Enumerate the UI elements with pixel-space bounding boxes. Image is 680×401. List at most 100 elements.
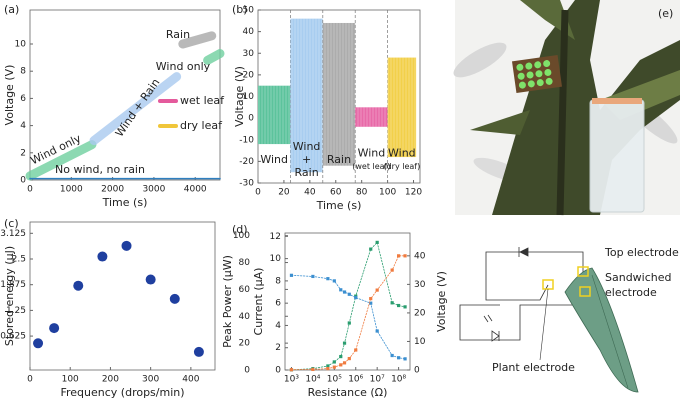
callout-label: Top electrode bbox=[604, 246, 679, 259]
plot-frame bbox=[284, 232, 411, 371]
point bbox=[326, 277, 330, 281]
signal-texture bbox=[258, 85, 291, 145]
point bbox=[121, 240, 132, 251]
point bbox=[73, 280, 84, 291]
point bbox=[339, 363, 343, 367]
point bbox=[326, 364, 330, 368]
y-tick-label: 100 bbox=[233, 231, 250, 241]
series-line bbox=[25, 140, 97, 181]
y-axis-label: Stored energy (μJ) bbox=[3, 246, 16, 346]
y-tick-label: -20 bbox=[239, 157, 254, 167]
point bbox=[49, 323, 60, 334]
signal-texture bbox=[290, 18, 323, 173]
x-tick-label: 10³ bbox=[284, 375, 299, 385]
series-label: Rain bbox=[166, 28, 190, 41]
x-axis-label: Time (s) bbox=[316, 199, 362, 212]
y-tick-label: 60 bbox=[239, 285, 251, 295]
y-tick-label: 10 bbox=[15, 40, 27, 50]
point bbox=[311, 367, 315, 372]
leaf bbox=[453, 42, 507, 78]
y-tick-label: 20 bbox=[414, 308, 426, 318]
callout-label: Sandwiched bbox=[605, 271, 672, 284]
y-tick-label: 0 bbox=[244, 366, 250, 376]
y-tick-label: 0 bbox=[248, 114, 254, 124]
x-tick-label: 1000 bbox=[60, 185, 83, 195]
y-tick-label: -30 bbox=[239, 179, 254, 189]
point bbox=[342, 341, 347, 345]
point bbox=[347, 321, 351, 325]
x-tick-label: 20 bbox=[278, 188, 290, 198]
y-axis-label: Voltage (V) bbox=[435, 271, 448, 332]
y-axis-label: Current (μA) bbox=[252, 268, 265, 336]
y-tick-label: 10 bbox=[414, 337, 426, 347]
point bbox=[397, 356, 401, 360]
point bbox=[332, 279, 336, 283]
series-label: Wind bbox=[358, 147, 386, 160]
bag-tape bbox=[592, 98, 642, 104]
x-tick-label: 0 bbox=[27, 185, 33, 195]
sandwiched-electrode-box bbox=[579, 286, 591, 297]
leaf bbox=[470, 110, 530, 135]
point bbox=[342, 290, 347, 294]
y-tick-label: 0 bbox=[275, 366, 281, 376]
x-tick-label: 10⁷ bbox=[370, 375, 385, 385]
point bbox=[33, 338, 44, 349]
y-tick-label: 0 bbox=[414, 366, 420, 376]
y-tick-label: -10 bbox=[239, 135, 254, 145]
point bbox=[97, 251, 108, 262]
point bbox=[289, 273, 294, 277]
series-line bbox=[178, 31, 217, 49]
x-tick-label: 0 bbox=[27, 375, 33, 385]
callout-label: Plant electrode bbox=[492, 361, 575, 374]
x-tick-label: 200 bbox=[102, 375, 119, 385]
point bbox=[145, 274, 156, 285]
y-tick-label: 4 bbox=[20, 121, 26, 131]
legend-label: dry leaf bbox=[180, 119, 223, 132]
series-label: (wet leaf) bbox=[352, 162, 390, 171]
y-tick-label: 40 bbox=[239, 312, 251, 322]
x-tick-label: 120 bbox=[405, 188, 422, 198]
panel-label: (b) bbox=[232, 3, 248, 16]
y-tick-label: 10 bbox=[243, 92, 255, 102]
y-tick-label: 2 bbox=[275, 343, 281, 353]
series-line bbox=[291, 241, 406, 371]
legend-label: wet leaf bbox=[180, 94, 225, 107]
point bbox=[390, 353, 394, 358]
point bbox=[169, 293, 180, 304]
water-bag bbox=[589, 99, 645, 213]
plot-frame bbox=[29, 221, 216, 371]
series-label: Wind only bbox=[156, 60, 211, 73]
series-label: Wind bbox=[260, 153, 288, 166]
x-tick-label: 80 bbox=[356, 188, 368, 198]
point bbox=[369, 301, 373, 305]
point bbox=[390, 301, 394, 305]
signal-texture bbox=[387, 57, 417, 158]
y-tick-label: 8 bbox=[20, 67, 26, 77]
callout-label: electrode bbox=[605, 286, 657, 299]
y-tick-label: 0.625 bbox=[0, 332, 26, 342]
y-tick-label: 6 bbox=[275, 299, 281, 309]
y-tick-label: 3.125 bbox=[0, 229, 26, 239]
point bbox=[390, 268, 394, 272]
x-tick-label: 10⁸ bbox=[391, 375, 406, 385]
y-tick-label: 1.25 bbox=[6, 306, 26, 316]
top-electrode-box bbox=[577, 266, 589, 277]
series-line bbox=[291, 274, 406, 360]
x-tick-label: 40 bbox=[304, 188, 316, 198]
point bbox=[332, 360, 336, 364]
x-tick-label: 3000 bbox=[142, 185, 165, 195]
point bbox=[347, 356, 351, 361]
y-tick-label: 80 bbox=[239, 258, 251, 268]
y-tick-label: 40 bbox=[414, 251, 426, 261]
y-axis-label: Voltage (V) bbox=[233, 66, 246, 127]
series-label: Wind bbox=[293, 140, 321, 153]
series-label: Wind + Rain bbox=[113, 76, 163, 139]
y-tick-label: 8 bbox=[275, 276, 281, 286]
signal-texture bbox=[355, 107, 388, 127]
plot-frame bbox=[29, 9, 221, 181]
x-tick-label: 60 bbox=[330, 188, 342, 198]
panel-label: (a) bbox=[4, 3, 19, 16]
series-label: + bbox=[302, 153, 311, 166]
series-label: Rain bbox=[295, 166, 319, 179]
point bbox=[339, 288, 343, 292]
